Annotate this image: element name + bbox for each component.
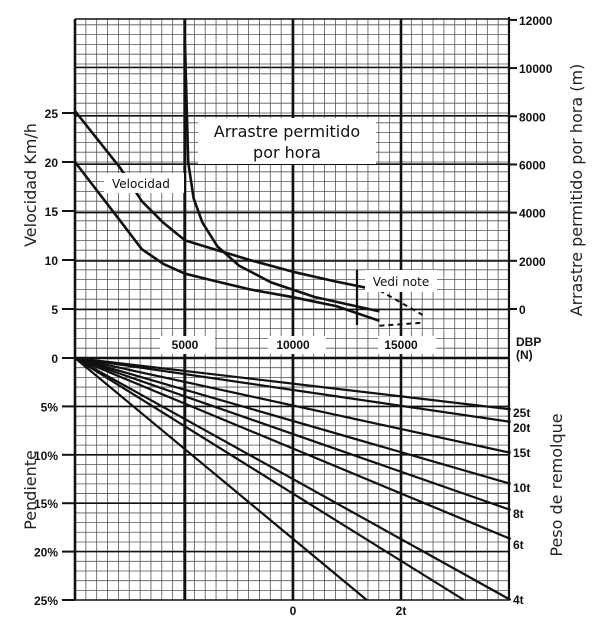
tow-line-8 xyxy=(74,357,465,601)
vedi-note-box xyxy=(365,270,437,292)
chart-grid xyxy=(62,17,517,601)
dbp-label: DBP xyxy=(516,335,541,349)
left-tick-label-0: 0 xyxy=(51,352,58,366)
slope-tick-label-5%: 5% xyxy=(41,400,59,414)
vedi-note-annotation: Vedi note xyxy=(373,275,429,289)
right-tick-label-10000: 10000 xyxy=(519,62,553,76)
right-tick-label-4000: 4000 xyxy=(519,207,546,221)
right-tick-label-12000: 12000 xyxy=(519,14,553,28)
right-tick-label-8000: 8000 xyxy=(519,110,546,124)
curve-series-2 xyxy=(183,43,380,313)
curve-series-1 xyxy=(73,161,380,323)
x-tick-label-15000: 15000 xyxy=(384,338,418,352)
right-tick-label-6000: 6000 xyxy=(519,158,546,172)
tow-line-7 xyxy=(74,357,368,601)
arrastre-annotation-2: por hora xyxy=(253,143,321,162)
x-tick-box xyxy=(160,336,215,354)
slope-tick-label-10%: 10% xyxy=(34,449,58,463)
velocidad-annotation: Velocidad xyxy=(112,177,170,191)
velocidad-label-box xyxy=(104,173,184,193)
lower-x-tick-0: 0 xyxy=(290,604,297,618)
tow-label-25t: 25t xyxy=(513,406,530,420)
right-tick-label-0: 0 xyxy=(519,303,526,317)
x-tick-box xyxy=(378,336,436,354)
tow-label-10t: 10t xyxy=(513,481,530,495)
tow-line-6t xyxy=(74,356,512,541)
arrastre-annotation-1: Arrastre permitido xyxy=(214,122,360,141)
x-tick-label-5000: 5000 xyxy=(172,338,199,352)
x-tick-label-10000: 10000 xyxy=(276,338,310,352)
left-tick-label-15: 15 xyxy=(45,205,59,219)
peso-remolque-axis-label: Peso de remolque xyxy=(547,413,566,556)
tow-line-15t xyxy=(74,356,511,454)
left-tick-label-20: 20 xyxy=(45,156,59,170)
chart-marks xyxy=(73,43,532,601)
velocidad-axis-label: Velocidad Km/h xyxy=(21,123,40,247)
tow-label-6t: 6t xyxy=(513,538,524,552)
tow-line-4t xyxy=(74,357,512,601)
dbp-unit-label: (N) xyxy=(516,348,533,362)
left-tick-label-5: 5 xyxy=(51,303,58,317)
tow-label-4t: 4t xyxy=(513,593,524,607)
tow-label-8t: 8t xyxy=(513,507,524,521)
left-tick-label-10: 10 xyxy=(45,254,59,268)
left-tick-label-25: 25 xyxy=(45,107,59,121)
dbp-box xyxy=(510,338,532,362)
tow-line-20t xyxy=(74,356,511,423)
tow-line-25t xyxy=(74,356,511,411)
tow-line-8t xyxy=(74,356,512,512)
dashed-extension-1 xyxy=(379,321,423,327)
slope-tick-label-25%: 25% xyxy=(34,594,58,608)
arrastre-axis-label: Arrastre permitido por hora (m) xyxy=(567,64,586,317)
chart-labels: Velocidad Km/h Arrastre permitido por ho… xyxy=(21,14,586,618)
pendiente-axis-label: Pendiente xyxy=(21,450,40,530)
tow-label-20t: 20t xyxy=(513,421,530,435)
x-tick-box xyxy=(268,336,326,354)
slope-tick-label-20%: 20% xyxy=(34,546,58,560)
slope-tick-label-15%: 15% xyxy=(34,497,58,511)
tow-line-10t xyxy=(74,356,511,485)
arrastre-label-box xyxy=(198,118,376,164)
tow-label-15t: 15t xyxy=(513,446,530,460)
lower-x-tick-2t: 2t xyxy=(396,604,407,618)
right-tick-label-2000: 2000 xyxy=(519,255,546,269)
